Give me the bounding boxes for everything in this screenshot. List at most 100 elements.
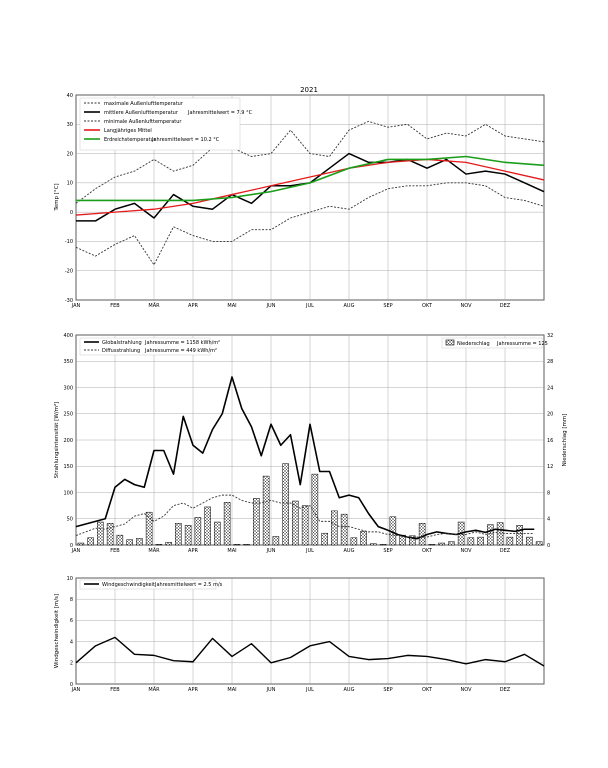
precipitation-bar [77, 542, 85, 546]
y-tick-label: 150 [63, 464, 73, 470]
precipitation-bar [165, 542, 172, 546]
y-tick-label: 300 [63, 385, 73, 391]
radiation-y-ticks-left: 0 50 100 150 200 250 300 350 400 [63, 333, 73, 549]
x-tick-label: JAN [71, 303, 81, 309]
global-radiation-line [75, 376, 535, 540]
x-tick-label: APR [188, 303, 198, 309]
precipitation-bar [526, 536, 533, 546]
y-tick-label: 10 [67, 576, 73, 582]
x-tick-label: OKT [422, 687, 433, 693]
y-tick-label: 2 [70, 661, 73, 667]
wind-series [75, 636, 545, 667]
x-tick-label: DEZ [500, 303, 511, 309]
y-tick-label: -20 [65, 269, 73, 275]
right-y-tick-label: 28 [547, 359, 553, 365]
precipitation-bar [496, 522, 504, 546]
legend-mean-note: Jahresmittelwert = 7.9 °C [187, 110, 253, 116]
y-tick-label: -10 [65, 239, 73, 245]
x-tick-label: JUL [305, 548, 314, 554]
right-y-tick-label: 8 [547, 490, 550, 496]
legend-wind-note: Jahresmittelwert = 2.5 m/s [154, 582, 223, 588]
precipitation-bar [438, 542, 445, 546]
temperature-panel: -30 -20 -10 0 10 20 30 40 JAN FEB MÄR APR MAI JUN JUL… [54, 93, 545, 309]
y-tick-label: 100 [63, 490, 73, 496]
right-y-tick-label: 20 [547, 412, 553, 418]
temperature-y-axis-label: Temp [°C] [54, 183, 60, 211]
precipitation-bar [106, 523, 114, 546]
legend-wind-label: Windgeschwindigkeit [102, 582, 155, 588]
precipitation-bar [350, 537, 358, 546]
precipitation-bar [360, 530, 367, 546]
y-tick-label: 40 [67, 93, 73, 99]
precipitation-bar [243, 544, 250, 546]
precipitation-bar [467, 537, 475, 546]
legend-precip-label: Niederschlag [457, 341, 490, 347]
x-tick-label: SEP [383, 687, 392, 693]
y-tick-label: 30 [67, 122, 73, 128]
x-tick-label: OKT [422, 548, 433, 554]
precipitation-legend: Niederschlag Jahressumme = 125 [441, 337, 548, 349]
precipitation-bar [272, 536, 280, 546]
y-tick-label: 0 [70, 682, 73, 688]
temperature-series [75, 120, 545, 266]
right-y-tick-label: 32 [547, 333, 553, 339]
precipitation-bar [321, 532, 328, 546]
precipitation-y-axis-label: Niederschlag [mm] [562, 414, 568, 467]
precipitation-bar [535, 541, 543, 546]
y-tick-label: 400 [63, 333, 73, 339]
radiation-series [75, 376, 535, 540]
legend-mean-label: mittlere Außenlufttemperatur [104, 110, 179, 116]
right-y-tick-label: 24 [547, 385, 553, 391]
legend-soil-label: Erdreichstemperatur [104, 137, 157, 143]
x-tick-label: JUN [266, 548, 276, 554]
temperature-x-ticks: JAN FEB MÄR APR MAI JUN JUL AUG SEP OKT NOV DEZ [71, 302, 511, 309]
y-tick-label: 20 [67, 151, 73, 157]
precipitation-bar [136, 538, 143, 546]
x-tick-label: JUN [266, 303, 276, 309]
y-tick-label: 4 [70, 639, 73, 645]
legend-soil-note: Jahresmittelwert = 10.2 °C [151, 137, 220, 143]
x-tick-label: JUN [266, 687, 276, 693]
x-tick-label: DEZ [500, 548, 511, 554]
x-tick-label: JAN [71, 687, 81, 693]
precipitation-bar [87, 537, 94, 546]
temperature-legend: maximale Außenlufttemperatur mittlere Au… [79, 97, 253, 151]
precipitation-bar [311, 473, 319, 546]
precipitation-bar [233, 544, 241, 546]
x-tick-label: SEP [383, 548, 392, 554]
x-tick-label: JAN [71, 548, 81, 554]
x-tick-label: FEB [110, 303, 120, 309]
precipitation-y-ticks-right: 0 4 8 12 16 20 24 28 32 [547, 333, 553, 549]
legend-precip-swatch [445, 339, 455, 346]
precipitation-bar [214, 521, 221, 546]
y-tick-label: 350 [63, 359, 73, 365]
wind-x-ticks: JAN FEB MÄR APR MAI JUN JUL AUG SEP OKT NOV DEZ [71, 686, 511, 693]
wind-y-axis-label: Windgeschwindigkeit [m/s] [54, 594, 60, 668]
x-tick-label: DEZ [500, 687, 511, 693]
min-temperature-line [75, 182, 545, 266]
right-y-tick-label: 12 [547, 464, 553, 470]
right-y-tick-label: 16 [547, 438, 553, 444]
y-tick-label: 0 [70, 543, 73, 549]
y-tick-label: 50 [67, 517, 73, 523]
radiation-y-axis-label: Strahlungsintensität [W/m²] [53, 402, 60, 479]
precipitation-bar [418, 523, 426, 546]
precipitation-bar [379, 544, 387, 546]
page-title: 2021 [300, 86, 318, 94]
temperature-gridlines [75, 94, 545, 301]
precipitation-bar [409, 535, 416, 546]
y-tick-label: -30 [65, 298, 73, 304]
x-tick-label: MAI [227, 687, 236, 693]
precipitation-bar [175, 523, 182, 546]
precipitation-bar [184, 525, 192, 546]
y-tick-label: 0 [70, 210, 73, 216]
wind-legend: Windgeschwindigkeit Jahresmittelwert = 2… [79, 579, 223, 590]
precipitation-bar [155, 544, 163, 546]
legend-min-label: minimale Außenlufttemperatur [104, 119, 182, 125]
legend-global-note: Jahressumme = 1158 kWh/m² [144, 340, 220, 346]
x-tick-label: SEP [383, 303, 392, 309]
precipitation-bar [262, 475, 270, 546]
x-tick-label: MÄR [148, 302, 160, 309]
x-tick-label: FEB [110, 687, 120, 693]
precipitation-bar [448, 541, 455, 546]
